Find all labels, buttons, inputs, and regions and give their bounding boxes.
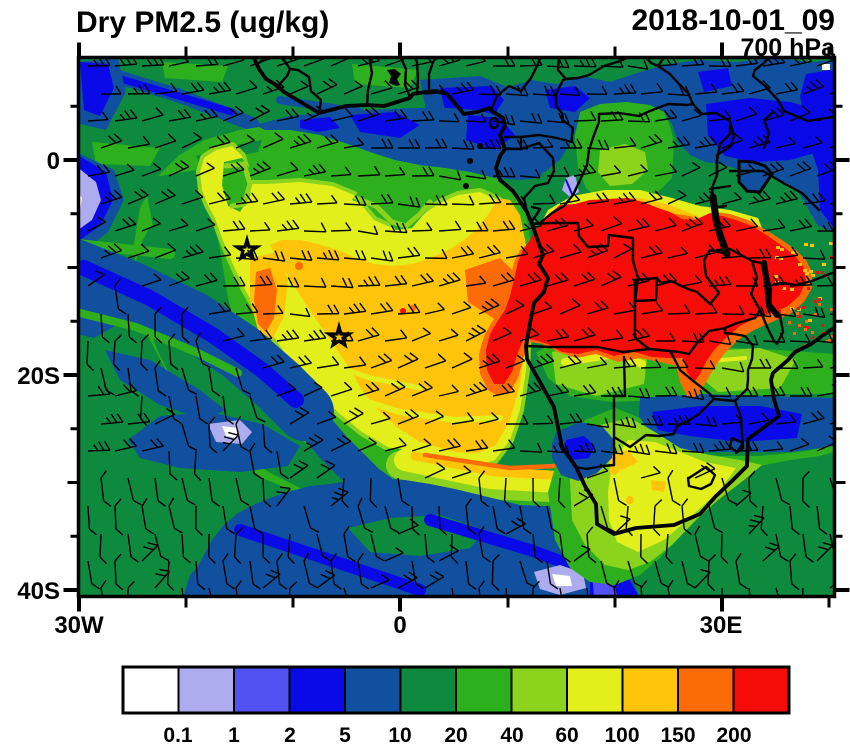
svg-text:100: 100 — [604, 724, 639, 747]
svg-text:0.1: 0.1 — [163, 724, 193, 747]
svg-text:Dry PM2.5 (ug/kg): Dry PM2.5 (ug/kg) — [76, 6, 329, 39]
svg-text:20: 20 — [444, 724, 467, 747]
svg-text:2: 2 — [284, 724, 296, 747]
svg-text:40S: 40S — [17, 578, 60, 605]
svg-text:1: 1 — [228, 724, 240, 747]
svg-text:150: 150 — [660, 724, 695, 747]
svg-text:700 hPa: 700 hPa — [740, 34, 836, 62]
svg-text:40: 40 — [500, 724, 523, 747]
svg-text:30W: 30W — [54, 612, 104, 639]
svg-text:20S: 20S — [17, 363, 60, 390]
svg-text:30E: 30E — [700, 612, 743, 639]
svg-text:2018-10-01_09: 2018-10-01_09 — [631, 4, 835, 37]
svg-text:5: 5 — [339, 724, 351, 747]
svg-text:10: 10 — [388, 724, 411, 747]
svg-text:0: 0 — [393, 612, 406, 639]
svg-text:60: 60 — [555, 724, 578, 747]
svg-text:200: 200 — [716, 724, 751, 747]
svg-text:0: 0 — [47, 148, 60, 175]
